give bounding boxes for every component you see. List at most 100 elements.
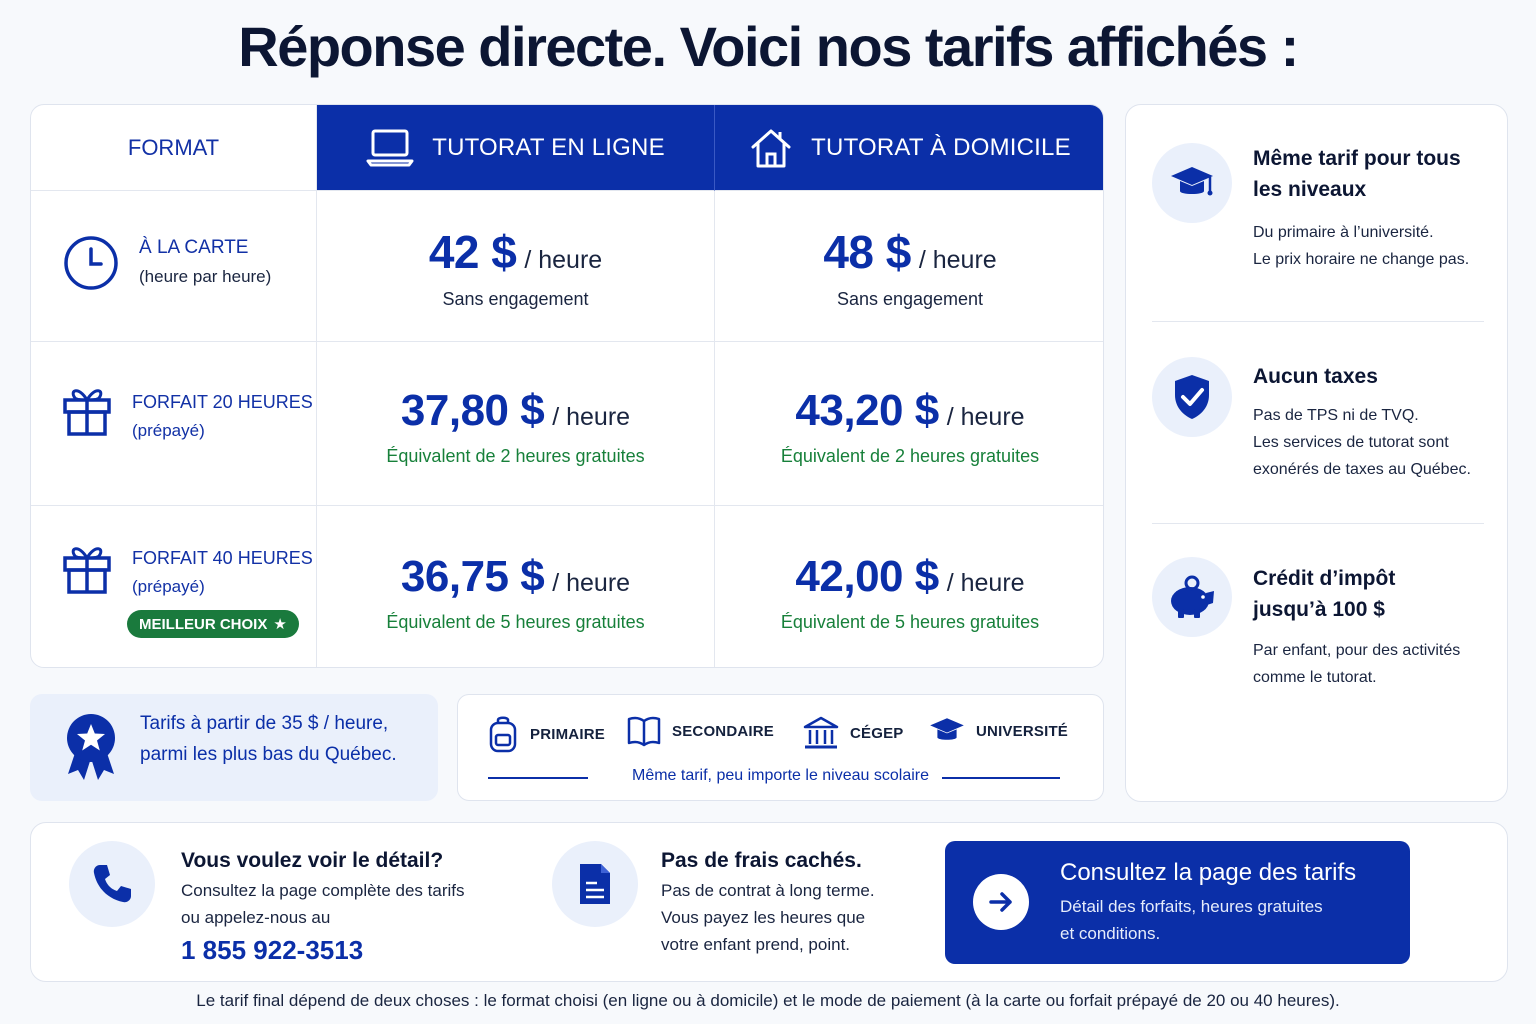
best-choice-badge: MEILLEUR CHOIX ★	[127, 610, 299, 638]
row-forfait-40-label: FORFAIT 40 HEURES (prépayé) MEILLEUR CHO…	[31, 506, 317, 667]
price-note: Équivalent de 2 heures gratuites	[780, 446, 1040, 466]
house-icon	[751, 129, 791, 167]
benefit-same-rate: Même tarif pour tous les niveaux Du prim…	[1152, 143, 1492, 323]
price-cell: 48 $ / heure Sans engagement	[715, 191, 1103, 342]
divider	[488, 777, 588, 779]
format-header: FORMAT	[31, 105, 317, 191]
price-note: Équivalent de 5 heures gratuites	[386, 612, 645, 632]
row-sublabel: (prépayé)	[132, 577, 205, 596]
price-value: 48 $	[823, 226, 911, 278]
divider	[1152, 321, 1484, 322]
benefit-title: Aucun taxes	[1253, 365, 1378, 388]
benefit-body: Du primaire à l’université.	[1253, 224, 1434, 241]
level-cegep: CÉGEP	[802, 715, 904, 751]
gift-icon	[63, 389, 111, 436]
level-primaire: PRIMAIRE	[486, 715, 605, 753]
row-label: FORFAIT 40 HEURES	[132, 548, 313, 568]
phone-link[interactable]: 1 855 922-3513	[181, 935, 364, 965]
school-levels: PRIMAIRE SECONDAIRE CÉGEP UNIVERSITÉ Mêm…	[457, 694, 1104, 801]
benefit-tax-credit: Crédit d’impôt jusqu’à 100 $ Par enfant,…	[1152, 557, 1492, 757]
piggy-bank-icon	[1171, 575, 1214, 618]
price-note: Sans engagement	[442, 289, 589, 309]
home-header: TUTORAT À DOMICILE	[715, 105, 1103, 191]
star-icon: ★	[273, 616, 287, 633]
benefits-panel: Même tarif pour tous les niveaux Du prim…	[1125, 104, 1508, 802]
clock-icon	[64, 236, 118, 290]
open-book-icon	[627, 716, 661, 747]
price-value: 42 $	[428, 226, 517, 278]
cta-body: et conditions.	[1060, 924, 1161, 943]
contact-body: Consultez la page complète des tarifs	[181, 881, 465, 900]
fees-body: votre enfant prend, point.	[661, 935, 851, 954]
row-label: À LA CARTE	[139, 237, 249, 258]
award-ribbon-icon	[67, 714, 115, 780]
pricing-page-button[interactable]: Consultez la page des tarifs Détail des …	[945, 841, 1410, 964]
pricing-table: FORMAT TUTORAT EN LIGNE TUTORAT À DOMICI…	[30, 104, 1104, 668]
benefit-body: comme le tutorat.	[1253, 669, 1377, 686]
benefit-body: Les services de tutorat sont	[1253, 434, 1449, 451]
price-note: Sans engagement	[836, 289, 984, 309]
fees-body: Pas de contrat à long terme.	[661, 881, 875, 900]
level-label: SECONDAIRE	[672, 722, 775, 740]
price-unit: / heure	[524, 246, 603, 274]
price-unit: / heure	[552, 403, 631, 431]
price-cell: 37,80 $ / heure Équivalent de 2 heures gr…	[317, 342, 715, 506]
benefit-body: Par enfant, pour des activités	[1253, 642, 1461, 659]
row-a-la-carte-label: À LA CARTE (heure par heure)	[31, 191, 317, 342]
format-header-label: FORMAT	[127, 134, 220, 160]
divider	[1152, 523, 1484, 524]
footnote: Le tarif final dépend de deux choses : l…	[196, 991, 1340, 1010]
online-header: TUTORAT EN LIGNE	[317, 105, 715, 191]
shield-check-icon	[1175, 375, 1209, 419]
price-unit: / heure	[946, 569, 1025, 597]
benefit-title: jusqu’à 100 $	[1253, 598, 1385, 621]
price-value: 36,75 $	[400, 552, 545, 601]
price-unit: / heure	[552, 569, 631, 597]
banner-line: parmi les plus bas du Québec.	[140, 744, 397, 765]
price-cell: 36,75 $ / heure Équivalent de 5 heures gr…	[317, 506, 715, 667]
price-note: Équivalent de 5 heures gratuites	[780, 612, 1040, 632]
level-universite: UNIVERSITÉ	[928, 715, 1068, 747]
building-columns-icon	[803, 716, 839, 749]
price-cell: 42,00 $ / heure Équivalent de 5 heures gr…	[715, 506, 1103, 667]
price-cell: 42 $ / heure Sans engagement	[317, 191, 715, 342]
phone-icon	[93, 865, 131, 903]
benefit-title: Même tarif pour tous	[1253, 147, 1461, 170]
benefit-title: Crédit d’impôt	[1253, 567, 1396, 590]
price-value: 42,00 $	[795, 552, 939, 601]
divider	[942, 777, 1060, 779]
laptop-icon	[366, 129, 414, 166]
online-header-label: TUTORAT EN LIGNE	[432, 133, 665, 161]
gift-icon	[63, 547, 111, 594]
row-label: FORFAIT 20 HEURES	[132, 392, 313, 412]
fees-body: Vous payez les heures que	[661, 908, 866, 927]
cta-title: Consultez la page des tarifs	[1060, 859, 1357, 886]
document-icon	[580, 864, 610, 904]
fees-title: Pas de frais cachés.	[661, 849, 862, 872]
contact-strip: Vous voulez voir le détail? Consultez la…	[30, 822, 1508, 982]
price-unit: / heure	[918, 246, 997, 274]
arrow-circle	[973, 874, 1029, 930]
level-label: CÉGEP	[850, 724, 904, 742]
banner-line: Tarifs à partir de 35 $ / heure,	[140, 713, 389, 734]
backpack-icon	[489, 716, 517, 753]
row-sublabel: (prépayé)	[132, 421, 205, 440]
price-note: Équivalent de 2 heures gratuites	[386, 446, 645, 466]
row-forfait-20-label: FORFAIT 20 HEURES (prépayé)	[31, 342, 317, 506]
contact-title: Vous voulez voir le détail?	[181, 849, 444, 872]
level-label: UNIVERSITÉ	[976, 722, 1069, 740]
lowest-rate-banner: Tarifs à partir de 35 $ / heure, parmi l…	[30, 694, 438, 801]
home-header-label: TUTORAT À DOMICILE	[811, 133, 1071, 161]
graduation-cap-icon	[1171, 167, 1213, 196]
price-value: 37,80 $	[400, 386, 545, 435]
benefit-body: Le prix horaire ne change pas.	[1253, 251, 1470, 268]
level-secondaire: SECONDAIRE	[626, 715, 774, 747]
price-unit: / heure	[946, 403, 1025, 431]
benefit-title: les niveaux	[1253, 178, 1367, 201]
level-label: PRIMAIRE	[530, 725, 605, 743]
graduation-cap-icon	[930, 718, 964, 740]
price-cell: 43,20 $ / heure Équivalent de 2 heures gr…	[715, 342, 1103, 506]
cta-body: Détail des forfaits, heures gratuites	[1060, 897, 1323, 916]
levels-caption: Même tarif, peu importe le niveau scolai…	[631, 767, 930, 784]
badge-label: MEILLEUR CHOIX	[139, 615, 268, 633]
